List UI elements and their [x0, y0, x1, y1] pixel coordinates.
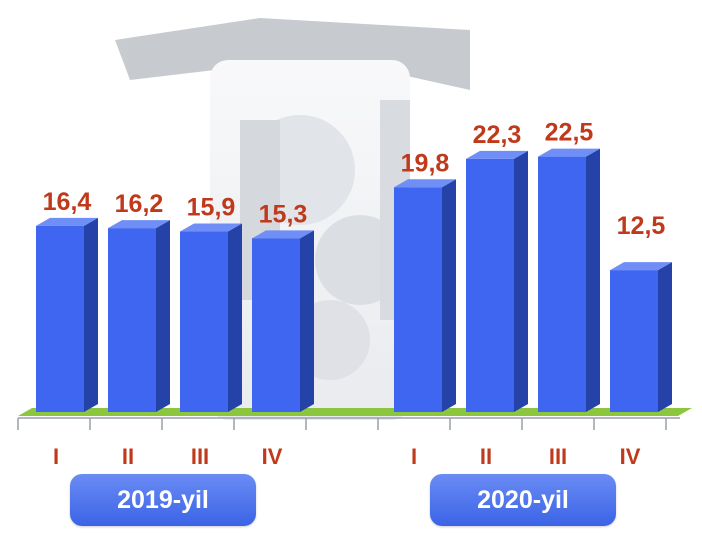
data-label: 15,9 — [187, 194, 236, 222]
bar-front — [36, 225, 84, 412]
bar-front — [394, 187, 442, 412]
bar — [108, 220, 170, 412]
bar-side — [514, 150, 528, 412]
bar-side — [156, 220, 170, 412]
x-tick-label: III — [549, 444, 567, 469]
bar — [466, 150, 528, 412]
bar-chart: 16,4 I 16,2 II 15,9 III 15,3 IV 19,8 I 22,3 II 22,5 I… — [17, 18, 692, 469]
year-badge-2019: 2019-yil — [70, 474, 256, 526]
bar-front — [180, 231, 228, 412]
bar — [394, 179, 456, 412]
bar-front — [252, 238, 300, 412]
bar-side — [442, 179, 456, 412]
data-label: 12,5 — [617, 212, 666, 240]
bar-top — [108, 220, 170, 229]
bar — [610, 262, 672, 412]
bar-top — [394, 179, 456, 188]
bar — [36, 217, 98, 412]
data-label: 22,5 — [545, 119, 594, 147]
x-tick-label: I — [411, 444, 417, 469]
bar-front — [538, 156, 586, 412]
bar-side — [300, 230, 314, 412]
x-tick-label: IV — [620, 444, 641, 469]
data-label: 22,3 — [473, 121, 522, 149]
data-label: 16,2 — [115, 190, 164, 218]
x-tick-label: II — [480, 444, 492, 469]
x-tick-label: I — [53, 444, 59, 469]
bar-side — [586, 148, 600, 412]
data-label: 16,4 — [43, 188, 92, 216]
x-tick-label: II — [122, 444, 134, 469]
bar-top — [466, 150, 528, 159]
bar-side — [84, 217, 98, 412]
bar-front — [108, 228, 156, 412]
bar-front — [466, 158, 514, 412]
bar — [180, 223, 242, 412]
bar-front — [610, 270, 658, 412]
x-tick-label: III — [191, 444, 209, 469]
bar — [538, 148, 600, 412]
year-badge-2020: 2020-yil — [430, 474, 616, 526]
data-label: 15,3 — [259, 200, 308, 228]
bar-top — [180, 223, 242, 232]
bar-top — [610, 262, 672, 271]
bar-top — [252, 230, 314, 239]
bar-top — [36, 217, 98, 226]
bar-side — [658, 262, 672, 412]
x-tick-label: IV — [262, 444, 283, 469]
data-label: 19,8 — [401, 149, 450, 177]
bar-side — [228, 223, 242, 412]
bar-top — [538, 148, 600, 157]
bar — [252, 230, 314, 412]
